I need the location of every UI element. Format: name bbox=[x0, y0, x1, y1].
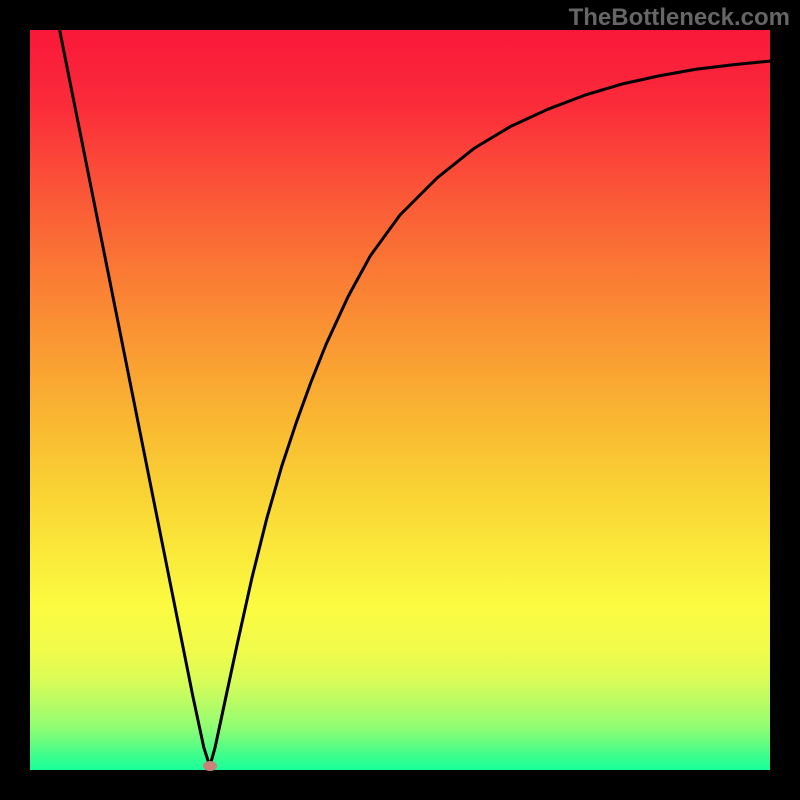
plot-area bbox=[30, 30, 770, 770]
watermark-text: TheBottleneck.com bbox=[569, 4, 790, 32]
curve-path bbox=[60, 30, 770, 766]
bottleneck-curve bbox=[30, 30, 770, 770]
bottleneck-chart: TheBottleneck.com bbox=[0, 0, 800, 800]
optimal-point-marker bbox=[203, 761, 217, 771]
